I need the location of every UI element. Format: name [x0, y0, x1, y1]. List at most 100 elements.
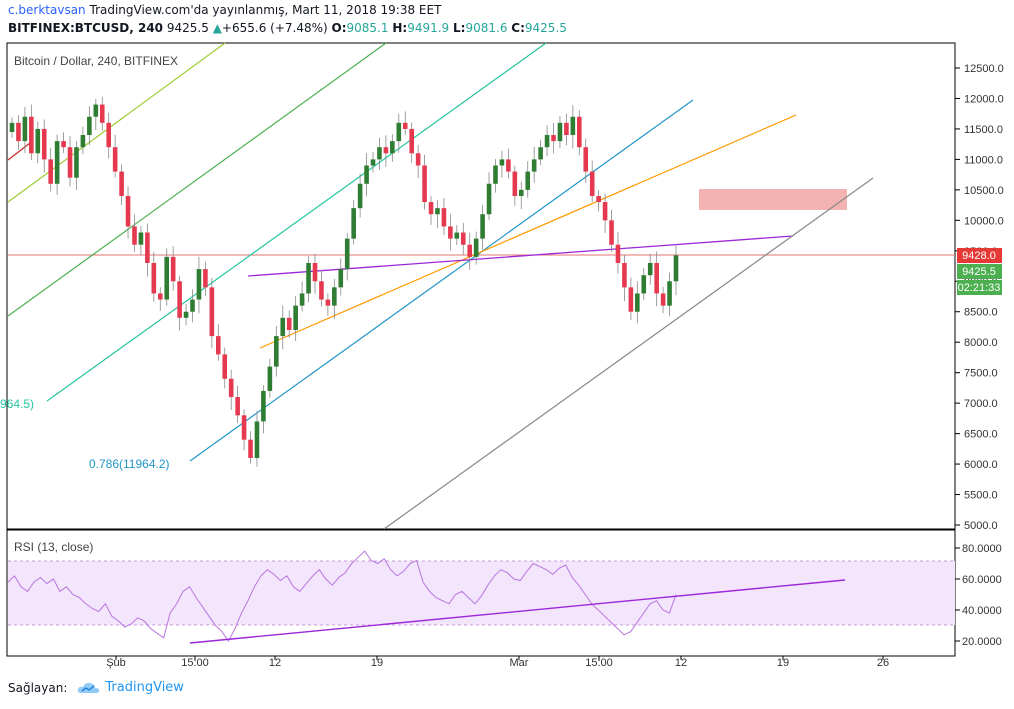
candle-body [480, 214, 485, 239]
candle-body [338, 269, 344, 288]
candle-body [512, 171, 518, 196]
time-axis-ticks: Şub 15:00 12 19 Mar 15:00 12 19 26 [106, 656, 889, 669]
fib-label-left: 964.5) [0, 397, 34, 411]
candle-body [609, 220, 614, 245]
candle-body [157, 293, 163, 300]
candle-body [125, 195, 131, 227]
candle-body [67, 147, 73, 178]
candle-body [667, 281, 672, 306]
candle-body [448, 226, 453, 239]
candle-body [551, 135, 556, 142]
price-axis-ticks: 5000.0 5500.0 6000.0 6500.0 7000.0 7500.0 8000… [955, 63, 1004, 532]
candle-body [312, 262, 318, 282]
candle-body [106, 122, 111, 148]
time-tick-label: 26 [877, 657, 889, 669]
low-label: L: [453, 21, 466, 35]
price-tick-label: 6000.0 [964, 459, 998, 471]
trend-line-purple [247, 235, 794, 277]
candle-body [29, 116, 34, 154]
time-tick-label: Şub [106, 657, 126, 669]
price-tick-label: 7500.0 [964, 368, 998, 380]
up-triangle-icon: ▲ [212, 21, 222, 35]
low-value: 9081.6 [465, 21, 508, 35]
candle-body [190, 299, 195, 312]
price-tick-label: 11500.0 [964, 124, 1003, 136]
time-tick-label: Mar [510, 657, 529, 669]
candle-body [635, 293, 640, 312]
rsi-pane-title: RSI (13, close) [14, 540, 93, 554]
candle-body [325, 299, 331, 306]
tradingview-logo-text[interactable]: TradingView [105, 680, 184, 695]
candle-body [151, 262, 157, 294]
price-change: +655.6 (+7.48%) [221, 21, 328, 35]
candle-body [531, 159, 537, 172]
published-text: TradingView.com'da yayınlanmış, Mart 11,… [89, 3, 442, 17]
candle-body [525, 171, 531, 190]
countdown-text: 02:21:33 [958, 282, 1001, 294]
candle-body [93, 104, 99, 117]
candle-body [428, 202, 434, 215]
price-tick-label: 10000.0 [964, 215, 1004, 227]
candle-body [467, 244, 473, 257]
price-tick-label: 11000.0 [964, 154, 1003, 166]
candle-body [602, 202, 608, 221]
candle-body [364, 165, 369, 184]
candle-body [583, 147, 589, 172]
candle-body [286, 317, 292, 331]
candle-body [596, 195, 601, 203]
candle-body [641, 275, 647, 294]
candle-body [499, 159, 505, 166]
candle-body [377, 147, 382, 160]
candle-body [344, 238, 350, 270]
candle-body [203, 269, 208, 288]
candle-body [441, 208, 447, 227]
candle-body [506, 159, 511, 172]
author-link[interactable]: c.berktavsan [8, 3, 86, 17]
price-tick-label: 12500.0 [964, 63, 1004, 75]
candle-body [622, 262, 627, 288]
candle-body [112, 147, 118, 172]
candle-body [138, 232, 144, 245]
close-label: C: [511, 21, 525, 35]
candle-body [254, 421, 260, 458]
candle-body [222, 354, 228, 379]
trend-line-red [7, 142, 31, 161]
candle-body [145, 232, 150, 263]
candle-body [415, 153, 421, 166]
candle-body [54, 141, 60, 184]
tradingview-cloud-icon [78, 682, 100, 693]
trend-line-green [7, 42, 387, 317]
candle-body [654, 262, 659, 294]
trend-line-blue [189, 99, 694, 462]
candle-body [177, 281, 182, 318]
trend-line-teal [46, 42, 547, 402]
rsi-tick-label: 60.0000 [962, 574, 1002, 586]
resistance-zone [699, 189, 847, 210]
candle-body [215, 336, 221, 355]
candle-body [306, 262, 311, 294]
candle-body [228, 378, 234, 398]
candle-body [332, 287, 337, 306]
candle-body [351, 208, 356, 239]
price-tick-label: 8500.0 [964, 307, 998, 319]
candle-body [22, 116, 28, 142]
candle-body [319, 281, 324, 300]
candle-body [422, 165, 427, 203]
candle-body [261, 390, 266, 422]
footer: Sağlayan: TradingView [8, 680, 184, 695]
price-tick-label: 10500.0 [964, 185, 1004, 197]
candle-body [99, 104, 105, 123]
symbol-name: BITFINEX:BTCUSD, 240 [8, 21, 164, 35]
candle-body [570, 116, 576, 136]
hline-price-tag [957, 248, 1002, 263]
rsi-tick-label: 20.0000 [962, 636, 1002, 648]
candle-body [473, 238, 479, 257]
candle-body [357, 183, 363, 209]
candle-body [248, 439, 253, 458]
candle-body [235, 397, 240, 416]
high-value: 9491.9 [407, 21, 450, 35]
time-tick-label: 15:00 [181, 657, 209, 669]
candle-body [61, 141, 66, 148]
hline-price-text: 9428.0 [962, 250, 996, 262]
